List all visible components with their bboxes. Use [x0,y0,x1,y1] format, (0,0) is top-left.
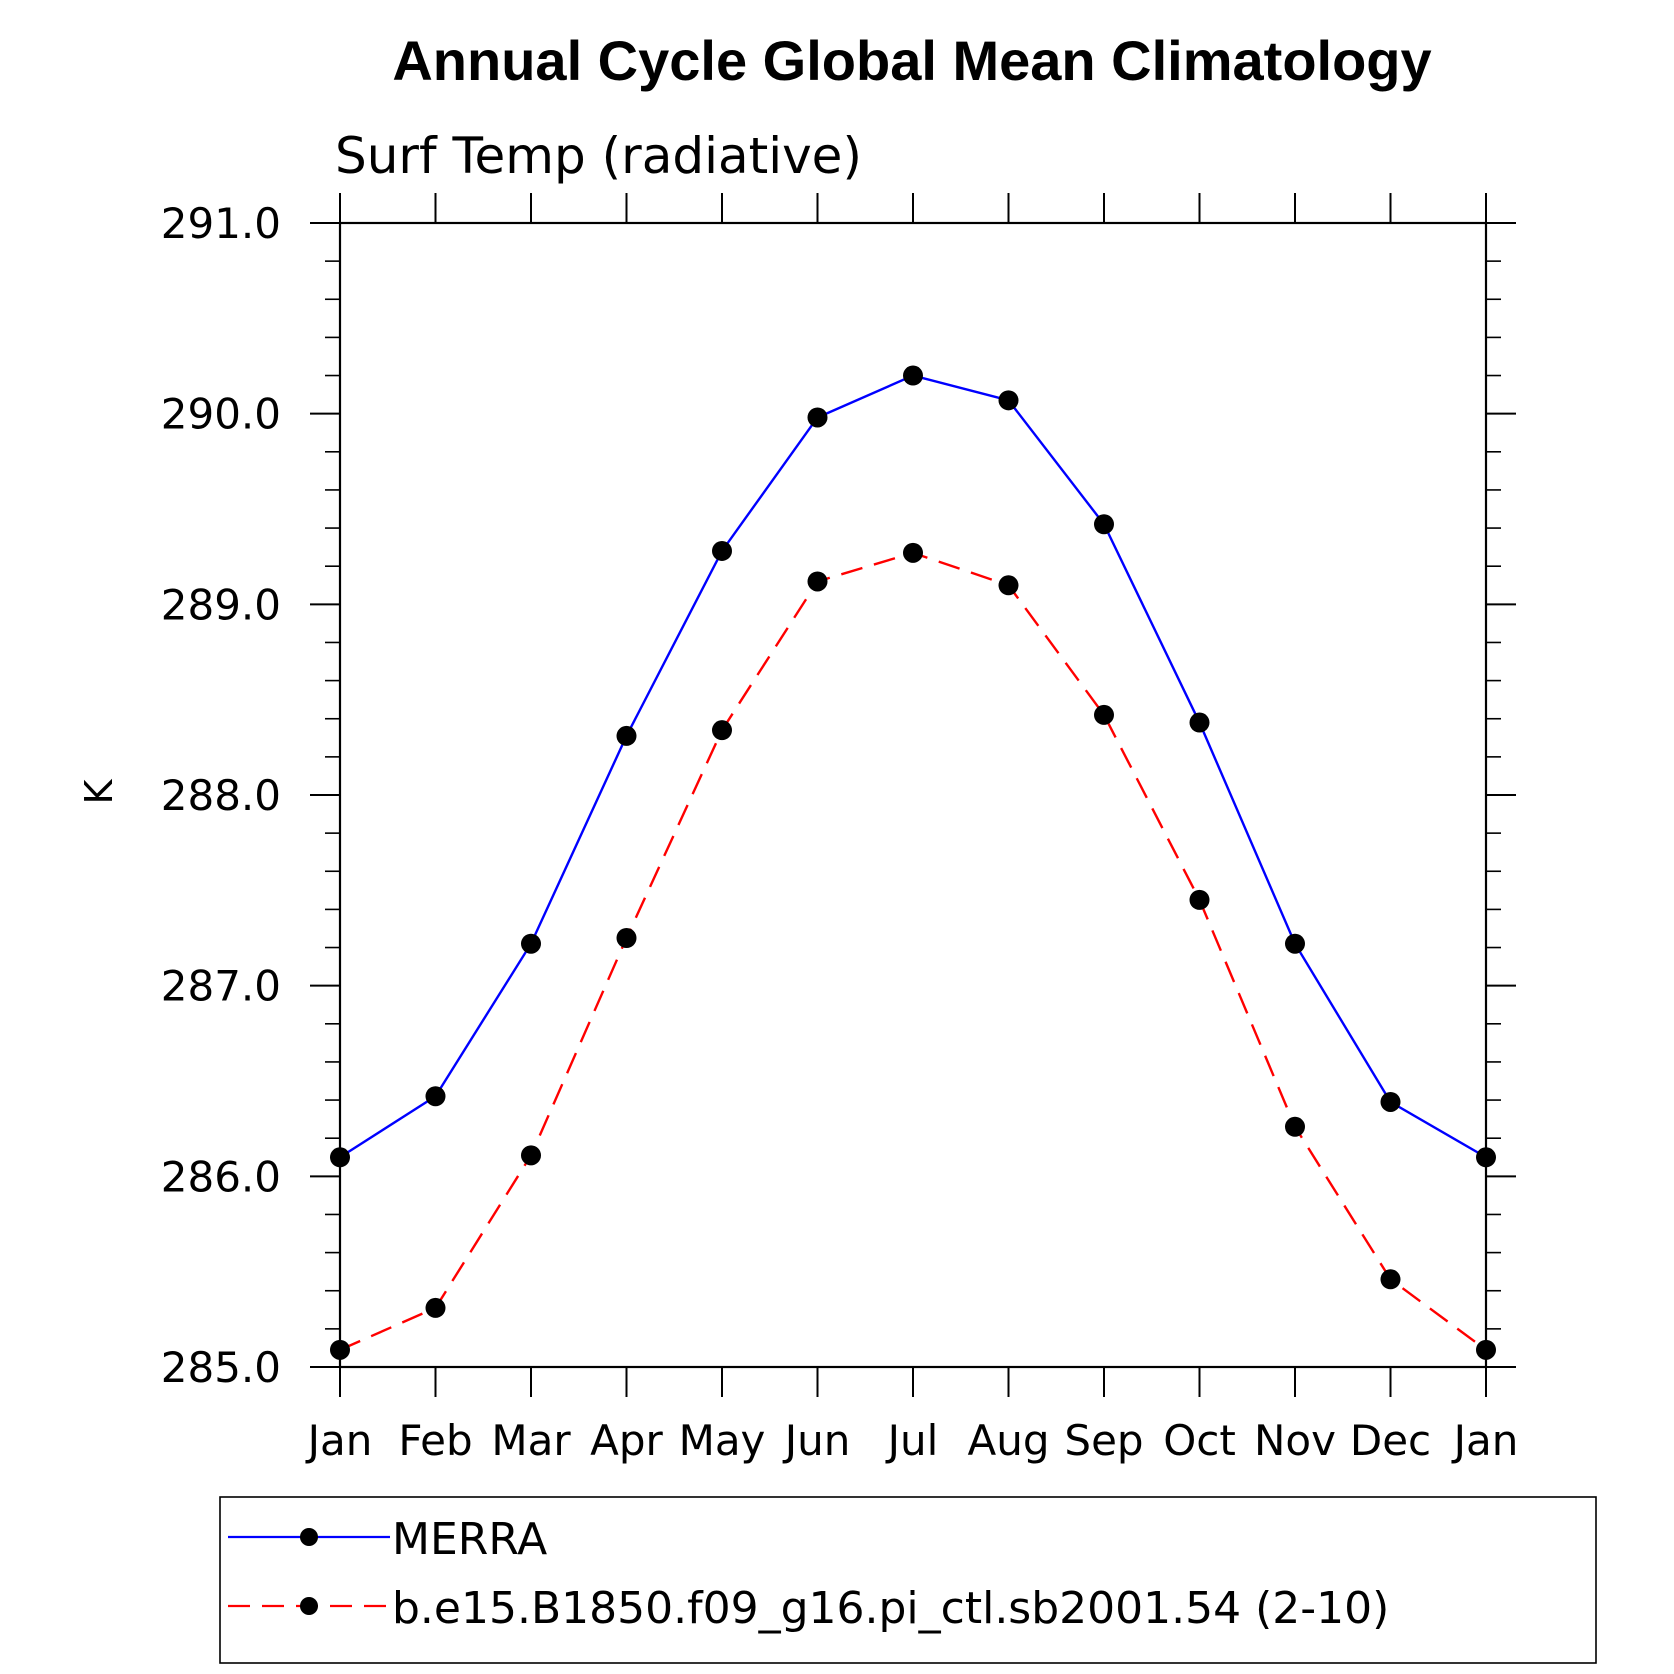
data-point [1476,1147,1496,1168]
data-point [998,575,1019,596]
data-point [903,542,923,563]
x-tick-label: Jan [305,1416,373,1465]
data-point [616,725,637,746]
data-point [521,1145,541,1166]
legend-label-merra: MERRA [392,1514,547,1565]
legend-label-model: b.e15.B1850.f09_g16.pi_ctl.sb2001.54 (2-… [392,1583,1389,1634]
x-tick-label: Sep [1064,1416,1143,1465]
data-point [1189,889,1210,910]
y-tick-label: 285.0 [161,1343,281,1392]
y-tick-label: 286.0 [161,1152,281,1201]
data-point [330,1147,350,1168]
y-axis-label: K [77,778,121,804]
x-tick-label: May [679,1416,766,1465]
data-point [998,390,1019,411]
data-point [521,933,541,954]
data-point [1189,712,1210,733]
data-point [330,1339,350,1360]
x-tick-label: Jan [1451,1416,1519,1465]
data-point [807,571,828,592]
y-tick-label: 291.0 [161,199,281,248]
data-point [1380,1091,1401,1112]
y-tick-label: 290.0 [161,390,281,439]
chart-title: Annual Cycle Global Mean Climatology [392,29,1431,92]
x-tick-label: Jul [885,1416,939,1465]
data-point [425,1086,446,1107]
x-tick-label: Nov [1254,1416,1336,1465]
x-tick-label: Mar [491,1416,571,1465]
series-line [339,374,1487,1159]
data-point [1285,1116,1305,1137]
legend-marker-merra [300,1528,318,1546]
axes: Jan Feb Mar Apr May Jun Jul Aug Sep Oct Nov Dec Jan 2… [161,193,1519,1465]
data-point [616,928,637,948]
series-layer [330,365,1496,1360]
x-tick-label: Aug [967,1416,1049,1465]
legend-box [219,1496,1597,1664]
y-tick-label: 287.0 [161,962,281,1011]
legend-marker-model [300,1597,318,1615]
data-point [1380,1269,1401,1290]
chart-subtitle: Surf Temp (radiative) [335,127,862,185]
data-point [903,365,923,386]
x-tick-label: Jun [782,1416,851,1465]
data-point [1476,1339,1496,1360]
y-tick-label: 288.0 [161,771,281,820]
x-tick-label: Dec [1350,1416,1431,1465]
series-line [339,551,1487,1351]
y-tick-label: 289.0 [161,580,281,629]
data-point [1094,514,1114,535]
data-point [712,540,732,561]
plot-frame [338,221,1488,1369]
data-point [1285,933,1305,954]
data-point [712,720,732,741]
data-point [425,1297,446,1318]
x-tick-label: Oct [1163,1416,1236,1465]
x-tick-label: Apr [590,1416,663,1465]
legend: MERRA b.e15.B1850.f09_g16.pi_ctl.sb2001.… [219,1496,1597,1664]
data-point [1094,704,1114,725]
data-point [807,407,828,428]
x-tick-label: Feb [398,1416,472,1465]
